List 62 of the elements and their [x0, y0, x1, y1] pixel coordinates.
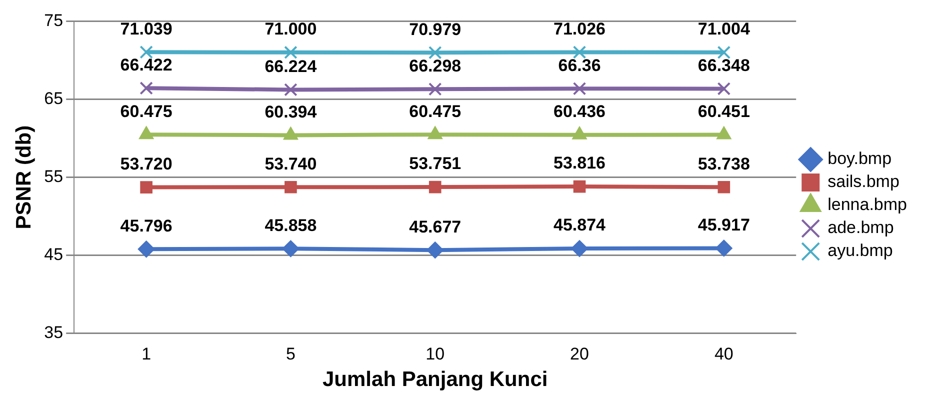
point: [572, 82, 586, 96]
x-tick-label: 10: [426, 344, 445, 364]
data-label: 53.751: [409, 154, 462, 174]
data-label: 66.36: [558, 56, 601, 75]
data-label: 71.004: [698, 20, 750, 39]
data-label: 70.979: [409, 20, 462, 39]
point: [717, 82, 731, 96]
legend-label: ayu.bmp: [828, 241, 893, 260]
x-tick-label: 1: [142, 344, 152, 364]
point: [715, 240, 732, 257]
point: [140, 181, 152, 194]
data-label: 66.224: [264, 56, 318, 76]
x-tick-label: 20: [570, 344, 589, 364]
point: [428, 180, 442, 194]
data-label: 45.677: [409, 217, 462, 236]
data-label: 66.422: [120, 55, 172, 74]
point: [282, 240, 300, 258]
data-label: 53.738: [698, 154, 750, 174]
data-label: 60.436: [554, 102, 606, 122]
data-label: 45.858: [264, 216, 317, 235]
point: [573, 180, 586, 193]
legend-label: lenna.bmp: [828, 195, 907, 214]
data-label: 71.039: [120, 19, 172, 38]
data-label: 60.475: [409, 102, 462, 121]
data-label: 66.298: [409, 56, 462, 76]
point: [717, 46, 731, 60]
data-label: 45.874: [554, 216, 606, 235]
legend-label: ade.bmp: [828, 218, 894, 238]
x-tick-label: 40: [714, 344, 734, 364]
data-label: 60.394: [264, 102, 318, 122]
x-axis-title: Jumlah Panjang Kunci: [322, 368, 548, 392]
y-tick-label: 75: [44, 10, 64, 30]
x-tick-label: 5: [286, 344, 296, 364]
data-label: 45.917: [698, 215, 750, 234]
point: [718, 180, 730, 194]
data-label: 53.816: [554, 154, 606, 173]
point: [140, 81, 153, 95]
legend-label: sails.bmp: [828, 172, 900, 192]
point: [426, 242, 444, 259]
data-label: 60.451: [698, 102, 750, 121]
y-axis-title: PSNR (db): [12, 125, 36, 230]
legend-label: boy.bmp: [828, 149, 892, 168]
point: [572, 46, 586, 59]
data-label: 45.796: [120, 216, 172, 236]
point: [571, 240, 588, 258]
point: [138, 240, 155, 258]
point: [428, 82, 442, 96]
data-label: 53.720: [120, 154, 172, 174]
y-tick-label: 35: [44, 323, 64, 342]
point: [428, 46, 442, 60]
point: [284, 180, 297, 194]
data-label: 71.000: [264, 20, 317, 39]
data-label: 71.026: [554, 19, 606, 38]
y-tick-label: 45: [44, 245, 64, 264]
data-label: 60.475: [120, 102, 172, 121]
y-tick-label: 65: [44, 88, 64, 108]
data-label: 53.740: [264, 154, 317, 174]
point: [284, 83, 298, 96]
point: [140, 45, 153, 59]
data-label: 66.348: [698, 56, 750, 75]
point: [284, 46, 298, 60]
y-tick-label: 55: [44, 166, 64, 186]
